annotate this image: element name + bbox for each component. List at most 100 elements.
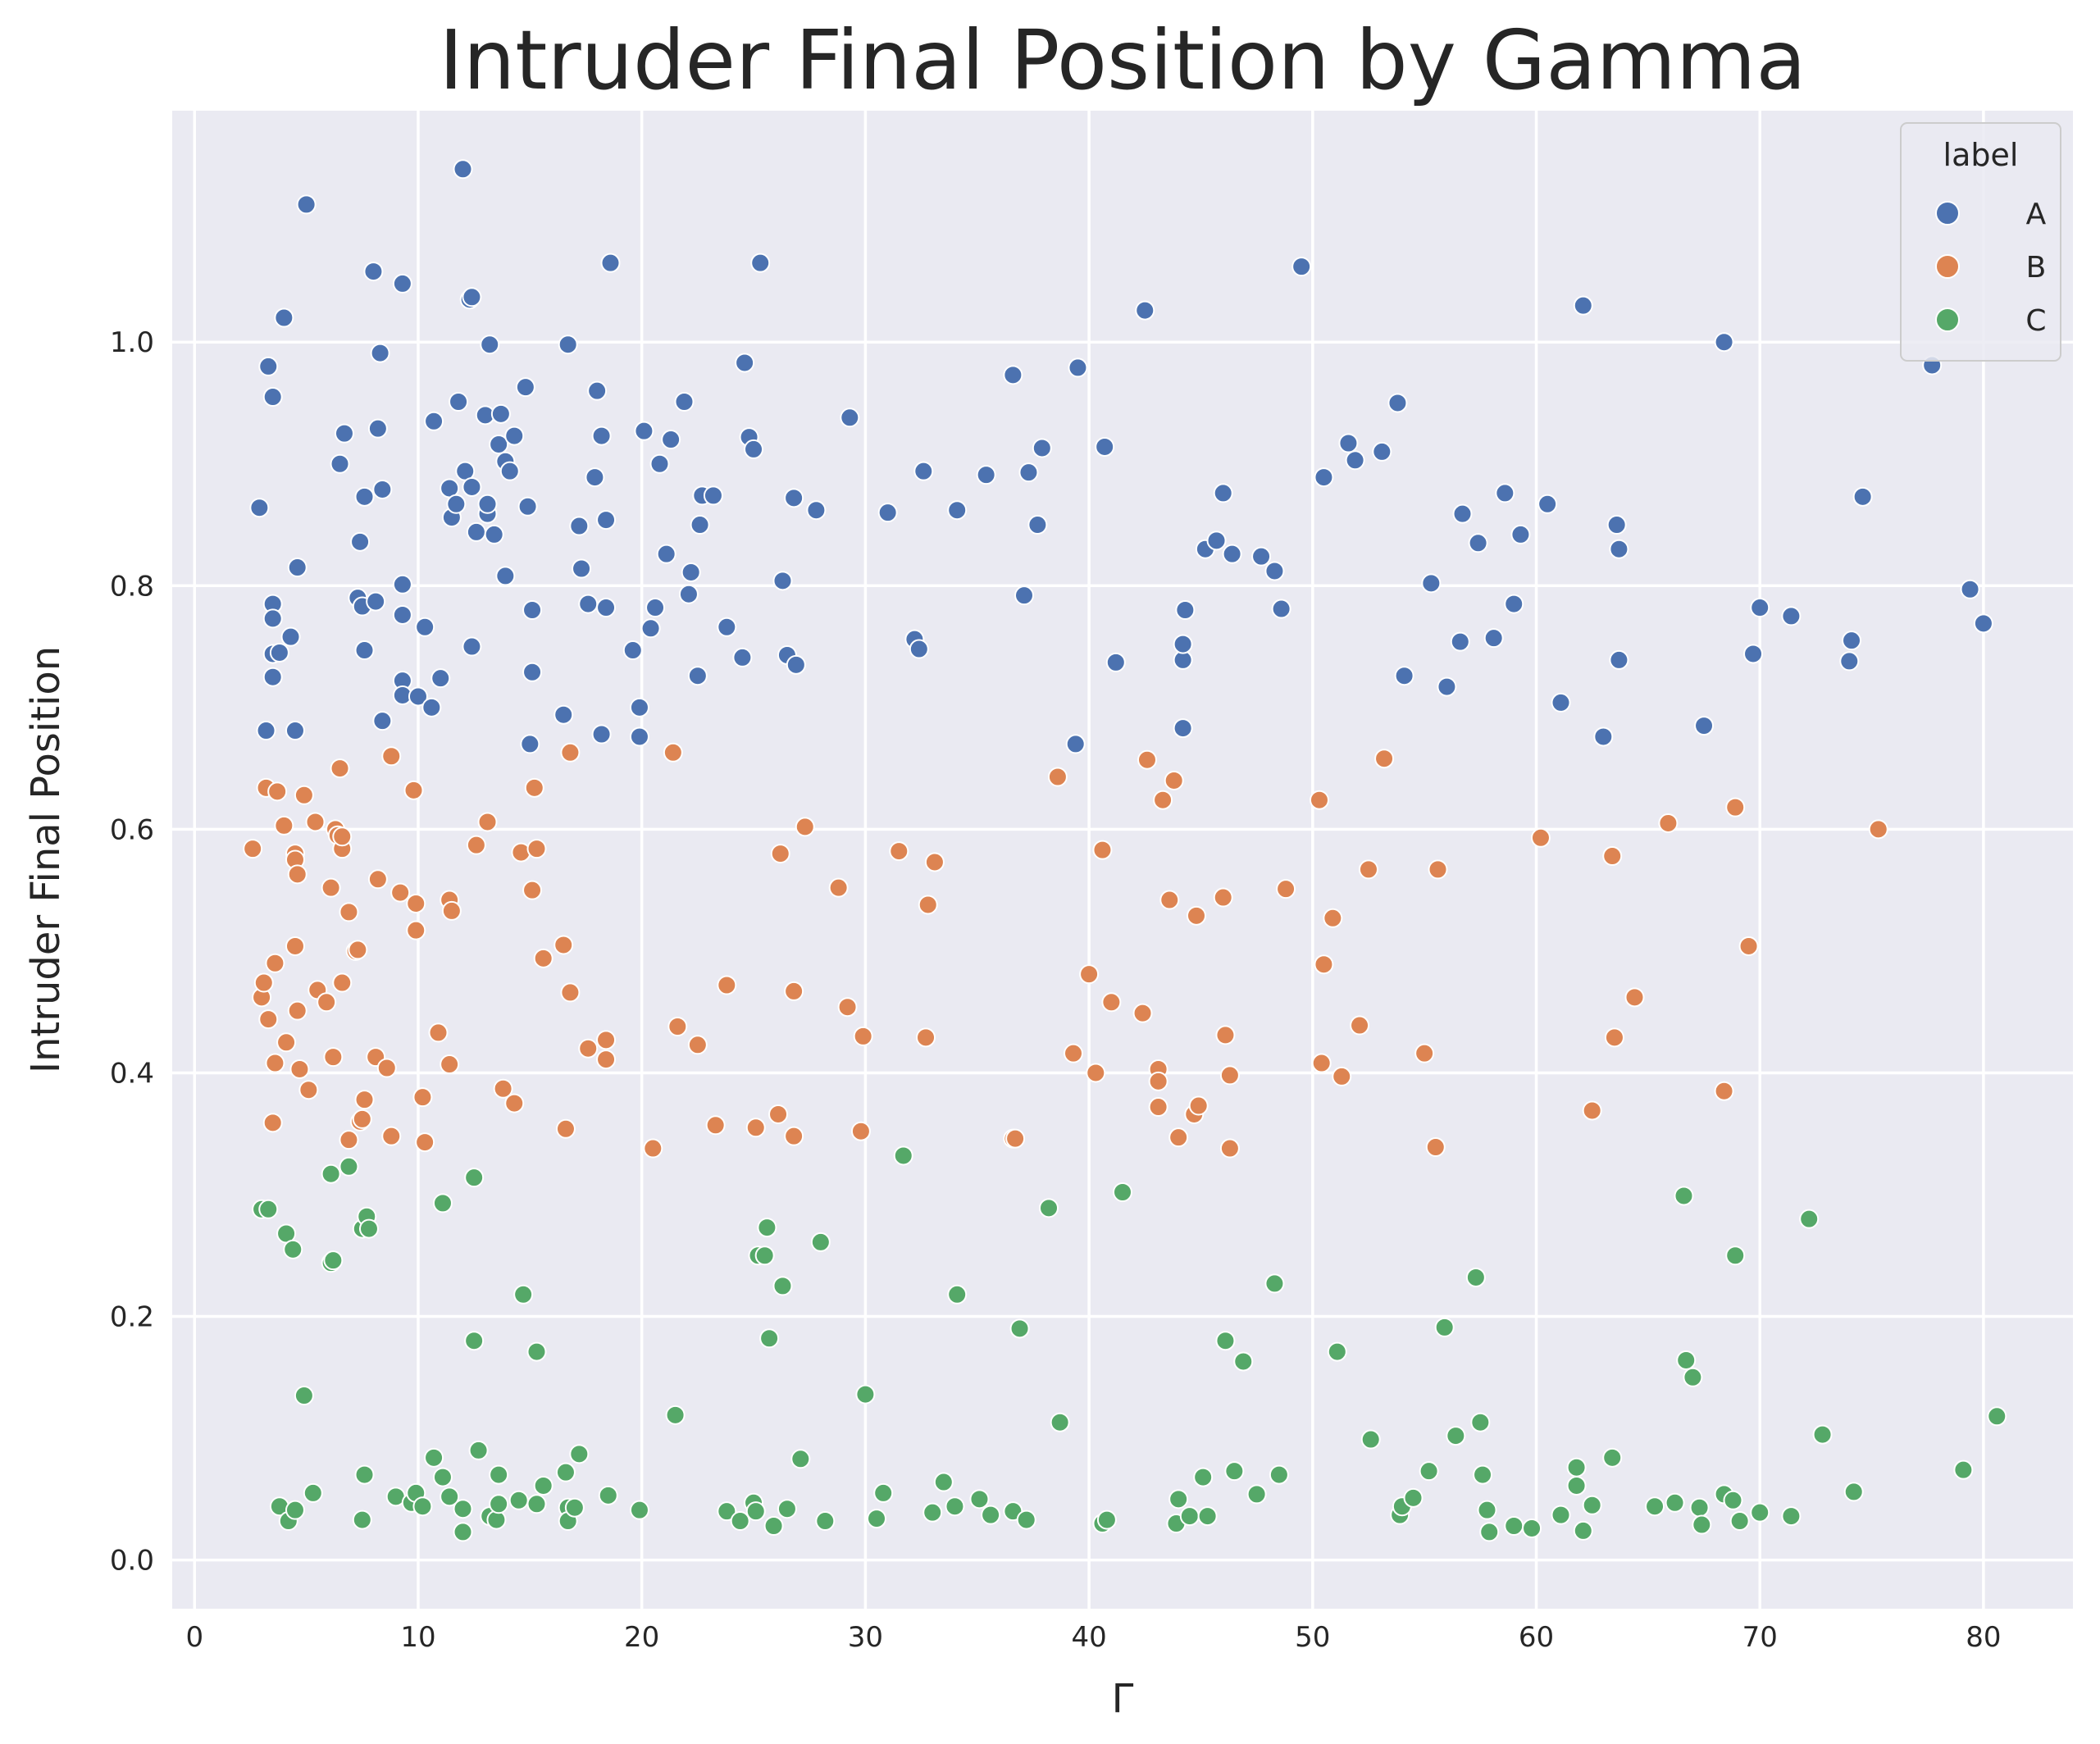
data-point xyxy=(656,544,676,564)
legend-label: C xyxy=(2025,304,2046,338)
data-point xyxy=(253,972,274,993)
data-point xyxy=(367,418,388,439)
data-point xyxy=(513,1284,534,1305)
data-point xyxy=(1566,1457,1587,1478)
data-point xyxy=(274,307,294,328)
data-point xyxy=(317,992,337,1013)
data-point xyxy=(918,895,938,915)
data-point xyxy=(913,461,934,481)
data-point xyxy=(495,566,516,586)
data-point xyxy=(330,453,350,474)
data-point xyxy=(412,1496,433,1517)
data-point xyxy=(321,1163,341,1184)
data-point xyxy=(1573,1520,1593,1541)
data-point xyxy=(777,1499,797,1519)
data-point xyxy=(262,608,283,629)
x-tick-label: 60 xyxy=(1519,1621,1554,1654)
data-point xyxy=(687,1035,708,1055)
data-point xyxy=(873,1482,894,1503)
data-point xyxy=(1173,634,1193,654)
data-point xyxy=(415,1132,435,1153)
data-point xyxy=(462,287,482,307)
data-point xyxy=(1338,433,1359,453)
data-point xyxy=(1153,790,1173,810)
data-point xyxy=(1387,393,1408,413)
data-point xyxy=(1311,1053,1332,1073)
data-point xyxy=(1414,1043,1435,1063)
data-point xyxy=(493,1078,513,1099)
data-point xyxy=(289,1059,310,1079)
data-point xyxy=(285,936,305,956)
data-point xyxy=(350,531,371,552)
data-point xyxy=(909,639,929,659)
data-point xyxy=(1551,1505,1571,1525)
data-point xyxy=(1016,1509,1036,1530)
data-point xyxy=(598,1485,618,1505)
data-point xyxy=(480,335,500,355)
data-point xyxy=(1009,1318,1030,1339)
data-point xyxy=(1314,954,1334,975)
data-point xyxy=(717,1501,737,1522)
data-point xyxy=(376,1058,397,1078)
data-point xyxy=(1206,530,1227,551)
data-point xyxy=(440,1054,460,1075)
data-point xyxy=(1645,1496,1665,1517)
data-point xyxy=(924,852,945,872)
data-point xyxy=(453,159,473,180)
data-point xyxy=(770,844,790,864)
data-point xyxy=(1602,846,1623,867)
data-point xyxy=(323,1047,344,1068)
data-point xyxy=(412,1087,433,1108)
data-point xyxy=(757,1218,777,1238)
data-point xyxy=(1434,1317,1455,1337)
data-point xyxy=(732,647,753,667)
data-point xyxy=(629,697,649,717)
y-axis-label: Intruder Final Position xyxy=(23,646,69,1073)
data-point xyxy=(339,1130,359,1150)
data-point xyxy=(1743,644,1764,664)
data-point xyxy=(515,377,535,398)
data-point xyxy=(1725,1245,1746,1266)
data-point xyxy=(1132,1003,1153,1023)
data-point xyxy=(1510,524,1531,544)
data-point xyxy=(323,1250,344,1271)
data-point xyxy=(1188,1095,1209,1116)
data-point xyxy=(339,1156,359,1177)
data-point xyxy=(287,864,307,885)
data-point xyxy=(265,1053,285,1073)
data-point xyxy=(754,1245,775,1266)
data-point xyxy=(1039,1198,1059,1218)
data-point xyxy=(305,812,326,832)
data-point xyxy=(1269,1464,1289,1485)
data-point xyxy=(453,1499,473,1519)
data-point xyxy=(1602,1447,1623,1468)
data-point xyxy=(256,721,276,741)
data-point xyxy=(933,1472,954,1492)
data-point xyxy=(1468,533,1488,553)
data-point xyxy=(392,604,412,625)
data-point xyxy=(1374,749,1395,769)
data-point xyxy=(828,877,849,898)
data-point xyxy=(424,1447,444,1468)
data-point xyxy=(1372,441,1392,462)
data-point xyxy=(1219,1065,1240,1086)
data-point xyxy=(1470,1412,1491,1432)
data-point xyxy=(363,262,384,282)
data-point xyxy=(1421,573,1442,594)
data-point xyxy=(1566,1475,1587,1496)
data-point xyxy=(596,1050,617,1070)
data-point xyxy=(1358,859,1378,880)
data-point xyxy=(508,1490,529,1510)
data-point xyxy=(489,1464,509,1485)
data-point xyxy=(287,558,307,578)
data-point xyxy=(916,1027,936,1048)
data-point xyxy=(296,194,317,215)
data-point xyxy=(578,594,599,614)
data-point xyxy=(441,900,462,921)
tick-labels: 0 10 20 30 40 50 60 70 80 0.0 0.2 0.4 0.6 0.8 1.0 xyxy=(110,326,2002,1654)
data-point xyxy=(258,1009,279,1030)
data-point xyxy=(663,742,683,763)
data-point xyxy=(558,335,578,355)
data-point xyxy=(784,1126,804,1146)
